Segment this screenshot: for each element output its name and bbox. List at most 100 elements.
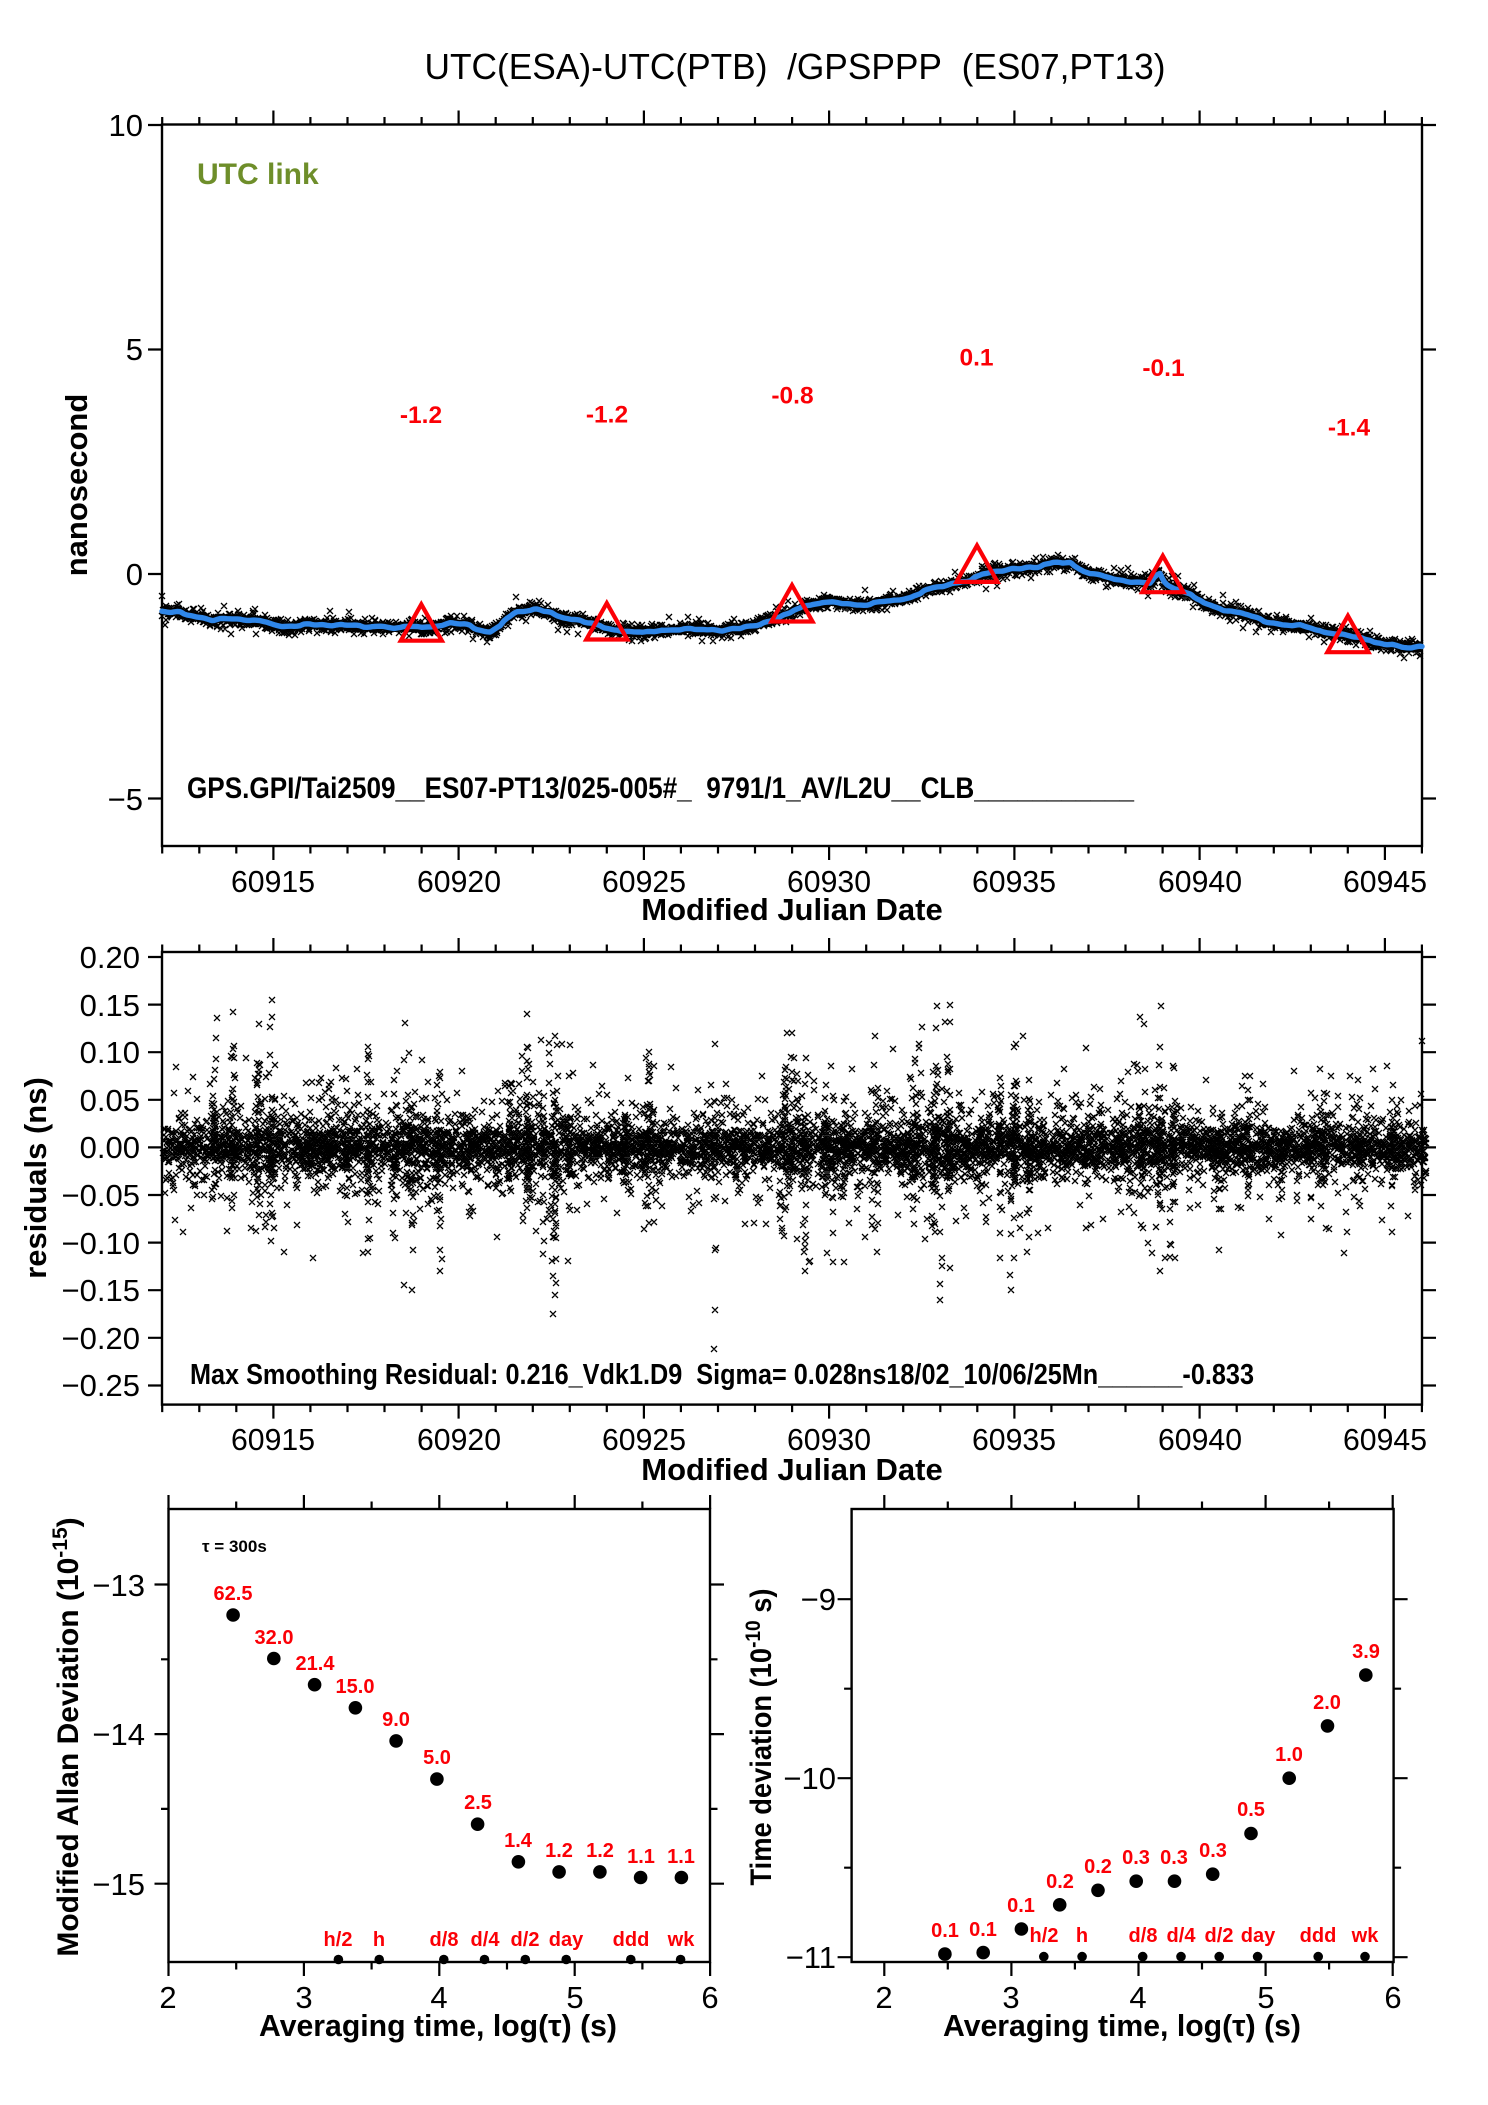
svg-text:-0.1: -0.1 <box>1142 355 1184 382</box>
svg-text:60920: 60920 <box>417 1422 501 1457</box>
svg-text:d/2: d/2 <box>1205 1925 1234 1947</box>
svg-text:21.4: 21.4 <box>296 1653 336 1675</box>
svg-text:0.00: 0.00 <box>80 1130 140 1165</box>
svg-text:−9: −9 <box>801 1582 836 1617</box>
svg-text:-1.4: -1.4 <box>1328 415 1371 442</box>
svg-text:0.05: 0.05 <box>80 1083 140 1118</box>
svg-text:wk: wk <box>667 1929 696 1951</box>
svg-text:62.5: 62.5 <box>214 1583 253 1605</box>
svg-text:ddd: ddd <box>1300 1925 1337 1947</box>
svg-text:1.4: 1.4 <box>504 1830 533 1852</box>
svg-text:60915: 60915 <box>231 864 315 899</box>
svg-text:−11: −11 <box>786 1940 836 1975</box>
svg-text:UTC(ESA)-UTC(PTB) /GPSPPP (E: UTC(ESA)-UTC(PTB) /GPSPPP (ES07,PT13) <box>425 46 1166 87</box>
svg-text:−13: −13 <box>92 1568 145 1603</box>
svg-text:2: 2 <box>159 1980 176 2015</box>
svg-text:day: day <box>549 1929 584 1951</box>
svg-text:0.1: 0.1 <box>931 1920 959 1942</box>
svg-text:60930: 60930 <box>787 864 871 899</box>
svg-text:60930: 60930 <box>787 1422 871 1457</box>
svg-text:0.3: 0.3 <box>1160 1847 1188 1869</box>
svg-text:d/2: d/2 <box>511 1929 540 1951</box>
svg-text:10: 10 <box>109 108 143 143</box>
svg-text:5.0: 5.0 <box>423 1747 451 1769</box>
svg-text:15.0: 15.0 <box>336 1676 375 1698</box>
svg-text:1.0: 1.0 <box>1275 1744 1303 1766</box>
svg-text:32.0: 32.0 <box>255 1627 294 1649</box>
svg-text:h: h <box>1076 1925 1088 1947</box>
svg-text:1.1: 1.1 <box>667 1846 695 1868</box>
svg-text:60920: 60920 <box>417 864 501 899</box>
svg-text:2.0: 2.0 <box>1313 1692 1341 1714</box>
svg-text:-0.8: -0.8 <box>771 383 813 410</box>
svg-text:60945: 60945 <box>1343 864 1427 899</box>
svg-text:−10: −10 <box>783 1761 836 1796</box>
svg-text:Modified Allan Deviation (10-1: Modified Allan Deviation (10-15) <box>49 1517 85 1956</box>
svg-text:d/8: d/8 <box>1129 1925 1158 1947</box>
svg-text:60940: 60940 <box>1158 1422 1242 1457</box>
svg-text:h: h <box>373 1929 385 1951</box>
svg-text:60945: 60945 <box>1343 1422 1427 1457</box>
svg-text:−0.15: −0.15 <box>62 1273 140 1308</box>
svg-text:60935: 60935 <box>972 864 1056 899</box>
svg-text:0.1: 0.1 <box>1007 1895 1035 1917</box>
svg-text:60940: 60940 <box>1158 864 1242 899</box>
svg-text:6: 6 <box>701 1980 718 2015</box>
svg-text:1.2: 1.2 <box>586 1840 614 1862</box>
svg-text:2.5: 2.5 <box>464 1792 492 1814</box>
svg-text:60915: 60915 <box>231 1422 315 1457</box>
svg-text:d/4: d/4 <box>471 1929 501 1951</box>
svg-text:τ = 300s: τ = 300s <box>202 1537 267 1556</box>
svg-text:0.3: 0.3 <box>1199 1840 1227 1862</box>
svg-text:0.3: 0.3 <box>1122 1847 1150 1869</box>
svg-text:day: day <box>1241 1925 1276 1947</box>
svg-text:5: 5 <box>1257 1980 1274 2015</box>
svg-text:0: 0 <box>126 557 143 592</box>
svg-text:−5: −5 <box>108 782 143 817</box>
svg-text:0.15: 0.15 <box>80 988 140 1023</box>
svg-text:3: 3 <box>295 1980 312 2015</box>
svg-text:4: 4 <box>430 1980 447 2015</box>
svg-text:60925: 60925 <box>602 864 686 899</box>
svg-text:Averaging time, log(τ) (s): Averaging time, log(τ) (s) <box>259 2008 617 2043</box>
svg-text:wk: wk <box>1351 1925 1380 1947</box>
svg-text:Averaging time, log(τ) (s): Averaging time, log(τ) (s) <box>943 2008 1301 2043</box>
svg-text:ddd: ddd <box>613 1929 650 1951</box>
svg-text:4: 4 <box>1129 1980 1146 2015</box>
svg-text:UTC link: UTC link <box>197 158 319 191</box>
svg-text:9.0: 9.0 <box>382 1709 410 1731</box>
svg-text:3.9: 3.9 <box>1352 1641 1380 1663</box>
svg-text:60925: 60925 <box>602 1422 686 1457</box>
svg-text:-1.2: -1.2 <box>400 402 442 429</box>
svg-text:h/2: h/2 <box>324 1929 353 1951</box>
svg-text:3: 3 <box>1002 1980 1019 2015</box>
svg-text:0.5: 0.5 <box>1237 1799 1265 1821</box>
svg-text:6: 6 <box>1384 1980 1401 2015</box>
svg-text:0.2: 0.2 <box>1046 1871 1074 1893</box>
svg-text:−0.05: −0.05 <box>62 1178 140 1213</box>
svg-text:GPS.GPI/Tai2509__ES07-PT13/025: GPS.GPI/Tai2509__ES07-PT13/025-005#_ 979… <box>187 772 1134 805</box>
svg-text:5: 5 <box>126 332 143 367</box>
svg-text:0.1: 0.1 <box>959 345 993 372</box>
svg-text:−14: −14 <box>92 1717 145 1752</box>
svg-text:0.1: 0.1 <box>969 1919 997 1941</box>
svg-text:Modified Julian Date: Modified Julian Date <box>641 892 942 927</box>
svg-text:5: 5 <box>566 1980 583 2015</box>
svg-text:−0.20: −0.20 <box>62 1321 140 1356</box>
svg-text:−15: −15 <box>92 1867 145 1902</box>
svg-text:1.2: 1.2 <box>545 1840 573 1862</box>
svg-text:d/8: d/8 <box>430 1929 459 1951</box>
svg-text:−0.25: −0.25 <box>62 1368 140 1403</box>
svg-text:0.2: 0.2 <box>1084 1856 1112 1878</box>
svg-text:residuals (ns): residuals (ns) <box>18 1077 53 1279</box>
svg-text:60935: 60935 <box>972 1422 1056 1457</box>
svg-text:2: 2 <box>875 1980 892 2015</box>
svg-text:−0.10: −0.10 <box>62 1226 140 1261</box>
svg-text:Modified Julian Date: Modified Julian Date <box>641 1452 942 1487</box>
svg-text:Max Smoothing Residual: 0.216_: Max Smoothing Residual: 0.216_Vdk1.D9 Si… <box>190 1359 1254 1391</box>
svg-text:d/4: d/4 <box>1167 1925 1197 1947</box>
svg-text:0.10: 0.10 <box>80 1035 140 1070</box>
svg-text:1.1: 1.1 <box>627 1846 655 1868</box>
svg-text:-1.2: -1.2 <box>586 402 628 429</box>
svg-text:nanosecond: nanosecond <box>59 394 94 577</box>
